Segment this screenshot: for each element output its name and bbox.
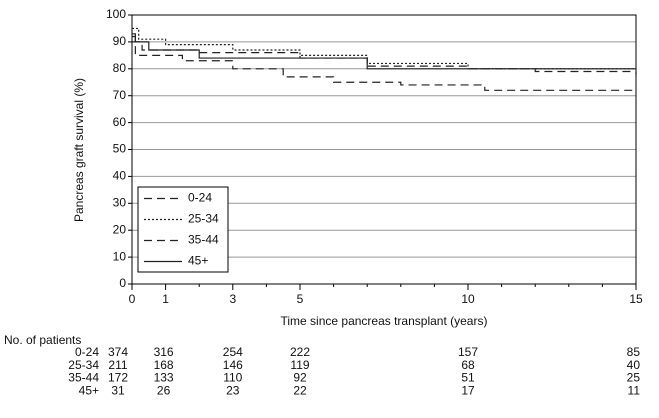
risk-count: 11 <box>628 383 641 397</box>
x-tick-label: 15 <box>629 292 643 306</box>
risk-count: 51 <box>461 371 475 385</box>
risk-count: 26 <box>157 383 171 397</box>
x-tick-label: 5 <box>297 292 304 306</box>
y-axis-label: Pancreas graft survival (%) <box>72 78 86 222</box>
risk-count: 168 <box>154 358 174 372</box>
risk-row-label: 45+ <box>79 383 99 397</box>
risk-table-title: No. of patients <box>4 333 81 347</box>
legend-label: 0-24 <box>188 191 212 205</box>
risk-row-label: 0-24 <box>75 345 99 359</box>
risk-count: 68 <box>461 358 475 372</box>
y-tick-label: 100 <box>106 7 126 21</box>
risk-count: 133 <box>154 371 174 385</box>
y-tick-label: 40 <box>113 169 127 183</box>
y-tick-label: 0 <box>119 276 126 290</box>
risk-count: 23 <box>226 383 240 397</box>
legend-label: 45+ <box>188 254 208 268</box>
risk-count: 254 <box>223 345 243 359</box>
risk-count: 316 <box>154 345 174 359</box>
survival-curve <box>132 35 636 91</box>
x-tick-label: 1 <box>162 292 169 306</box>
risk-count: 92 <box>293 371 307 385</box>
legend-label: 35-44 <box>188 233 219 247</box>
survival-curve <box>132 27 637 75</box>
risk-row-label: 35-44 <box>68 371 99 385</box>
x-axis-label: Time since pancreas transplant (years) <box>281 314 488 328</box>
risk-count: 211 <box>108 358 127 372</box>
y-tick-label: 80 <box>113 61 127 75</box>
risk-count: 17 <box>461 383 475 397</box>
x-tick-label: 3 <box>229 292 236 306</box>
risk-count: 172 <box>108 371 128 385</box>
y-tick-label: 90 <box>113 34 127 48</box>
y-tick-label: 70 <box>113 88 127 102</box>
risk-count: 85 <box>627 345 641 359</box>
y-tick-label: 20 <box>113 222 127 236</box>
plot-frame <box>131 14 637 285</box>
legend-label: 25-34 <box>188 212 219 226</box>
risk-count: 110 <box>223 371 242 385</box>
survival-curve <box>132 33 636 70</box>
risk-count: 157 <box>458 345 478 359</box>
risk-row-label: 25-34 <box>68 358 99 372</box>
risk-count: 25 <box>627 371 641 385</box>
risk-count: 374 <box>108 345 128 359</box>
y-tick-label: 30 <box>113 195 127 209</box>
x-tick-label: 10 <box>461 292 475 306</box>
legend-box <box>137 186 229 273</box>
risk-count: 40 <box>627 358 641 372</box>
risk-count: 119 <box>290 358 309 372</box>
survival-curve <box>132 41 637 77</box>
y-tick-label: 60 <box>113 115 127 129</box>
x-tick-label: 0 <box>129 292 136 306</box>
risk-count: 222 <box>290 345 310 359</box>
y-tick-label: 50 <box>113 142 127 156</box>
y-tick-label: 10 <box>113 249 127 263</box>
risk-count: 31 <box>111 383 125 397</box>
risk-count: 146 <box>223 358 243 372</box>
risk-count: 22 <box>293 383 307 397</box>
